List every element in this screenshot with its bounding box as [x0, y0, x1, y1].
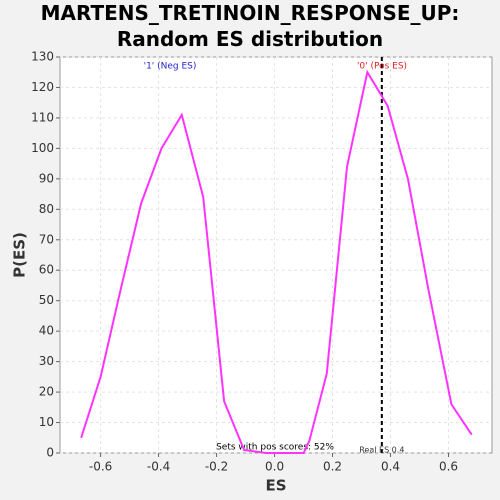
pos-scores-label: Sets with pos scores: 52%	[216, 443, 334, 453]
y-tick-label: 90	[39, 171, 54, 185]
y-tick-label: 100	[31, 141, 54, 155]
x-tick-label: 0.6	[439, 460, 458, 474]
y-axis-label: P(ES)	[11, 232, 29, 278]
neg-label: '1' (Neg ES)	[144, 62, 197, 72]
pos-label: '0' (Pos ES)	[357, 62, 407, 72]
y-tick-label: 30	[39, 354, 54, 368]
y-tick-label: 130	[31, 50, 54, 64]
real-es-label: Real ES 0.4	[359, 446, 404, 455]
x-tick-label: 0.2	[323, 460, 342, 474]
chart-title: MARTENS_TRETINOIN_RESPONSE_UP: Random ES…	[40, 1, 460, 51]
y-tick-label: 10	[39, 415, 54, 429]
plot-area	[59, 56, 493, 454]
y-tick-label: 40	[39, 324, 54, 338]
x-tick-label: 0.4	[381, 460, 400, 474]
y-tick-label: 80	[39, 202, 54, 216]
x-tick-label: -0.4	[147, 460, 170, 474]
x-tick-label: -0.6	[89, 460, 112, 474]
y-tick-label: 120	[31, 80, 54, 94]
y-tick-label: 70	[39, 232, 54, 246]
x-axis-label: ES	[265, 477, 286, 495]
line-series	[80, 69, 473, 454]
y-tick-label: 50	[39, 293, 54, 307]
y-tick-label: 110	[31, 110, 54, 124]
x-tick-label: -0.2	[205, 460, 228, 474]
y-tick-label: 60	[39, 263, 54, 277]
x-tick-label: 0.0	[265, 460, 284, 474]
y-tick-label: 20	[39, 385, 54, 399]
y-tick-label: 0	[46, 446, 54, 460]
